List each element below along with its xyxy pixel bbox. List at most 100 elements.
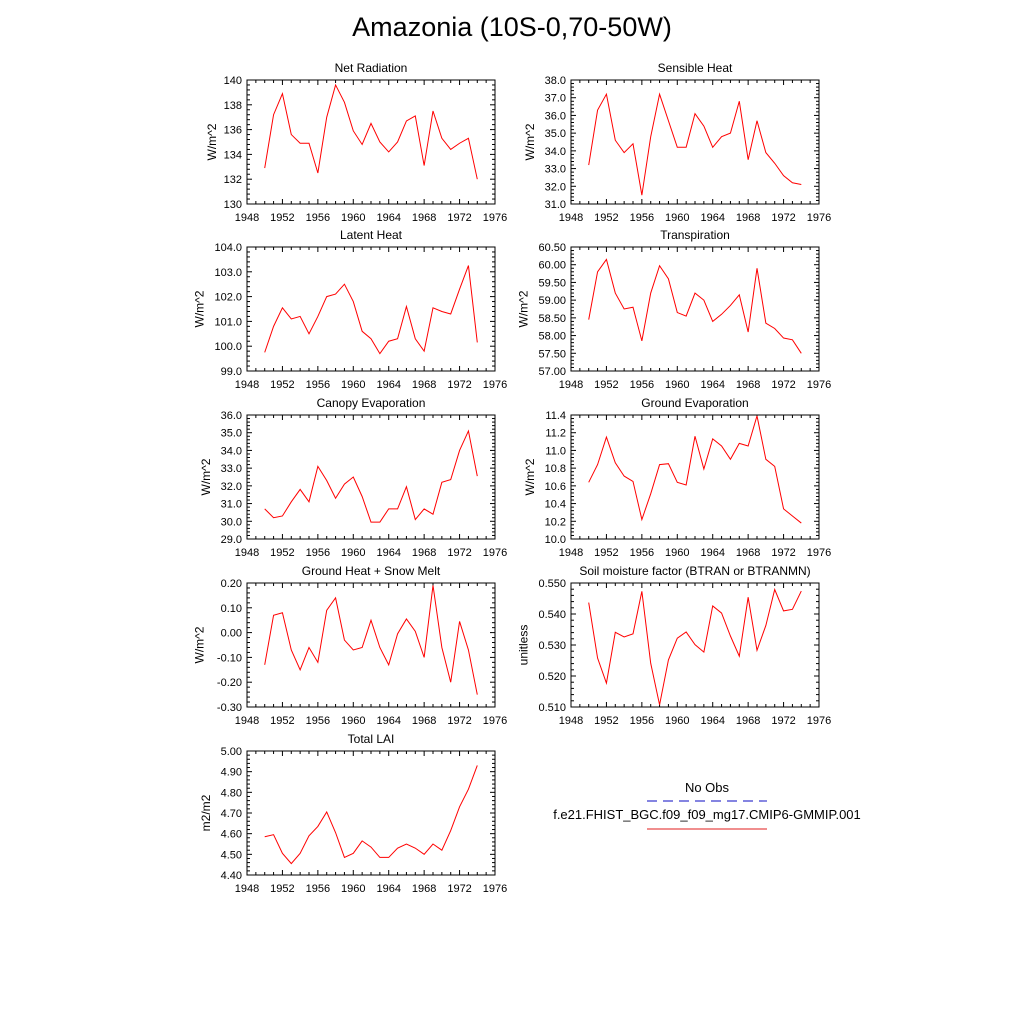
y-tick-label: 0.510 (538, 702, 566, 714)
legend-label-model-run: f.e21.FHIST_BGC.f09_f09_mg17.CMIP6-GMMIP… (553, 807, 861, 822)
x-tick-label: 1948 (559, 379, 583, 391)
y-tick-label: 58.00 (538, 331, 566, 343)
x-tick-label: 1968 (412, 212, 436, 224)
panel-latent-heat: Latent Heat 1948 1952 1956 1960 1964 1968 1972 1… (193, 228, 508, 391)
y-tick-label: 0.00 (221, 628, 242, 640)
panel-title: Sensible Heat (658, 61, 733, 75)
x-tick-label: 1964 (376, 379, 400, 391)
x-tick-label: 1948 (235, 212, 259, 224)
y-tick-label: 138 (224, 100, 242, 112)
y-tick-label: 59.50 (538, 277, 566, 289)
y-tick-label: 11.4 (545, 410, 566, 422)
x-tick-label: 1960 (665, 715, 689, 727)
x-tick-label: 1952 (594, 379, 618, 391)
x-tick-label: 1948 (235, 883, 259, 895)
x-tick-label: 1952 (594, 715, 618, 727)
y-tick-label: 134 (224, 149, 242, 161)
series-line (588, 587, 802, 705)
panel-title: Latent Heat (340, 228, 403, 242)
x-tick-label: 1976 (807, 547, 831, 559)
x-tick-label: 1956 (630, 715, 654, 727)
y-tick-label: 0.550 (538, 578, 566, 590)
y-tick-label: 140 (224, 75, 242, 87)
y-tick-label: 100.0 (214, 341, 242, 353)
x-tick-label: 1968 (736, 212, 760, 224)
x-tick-label: 1976 (807, 715, 831, 727)
x-tick-label: 1976 (483, 547, 507, 559)
panel-title: Ground Evaporation (641, 396, 748, 410)
plot-frame (246, 414, 496, 540)
x-tick-label: 1964 (376, 547, 400, 559)
y-tick-label: 33.0 (221, 463, 242, 475)
y-tick-label: 4.40 (221, 870, 242, 882)
panel-title: Net Radiation (335, 61, 408, 75)
y-tick-label: 11.0 (545, 445, 566, 457)
y-tick-label: 10.2 (545, 516, 566, 528)
y-axis-label: W/m^2 (205, 123, 219, 160)
panel-total-lai: Total LAI 1948 1952 1956 1960 1964 1968 1972 197… (199, 732, 507, 895)
x-tick-label: 1948 (559, 547, 583, 559)
y-tick-label: 5.00 (221, 746, 242, 758)
y-tick-label: 60.50 (538, 242, 566, 254)
x-tick-label: 1968 (412, 883, 436, 895)
x-tick-label: 1956 (306, 715, 330, 727)
x-tick-label: 1956 (630, 379, 654, 391)
y-axis-label: W/m^2 (199, 458, 213, 495)
x-tick-label: 1972 (447, 883, 471, 895)
x-tick-label: 1968 (736, 715, 760, 727)
y-axis-label: W/m^2 (523, 458, 537, 495)
x-tick-label: 1956 (630, 212, 654, 224)
series-line (264, 585, 478, 695)
panel-title: Soil moisture factor (BTRAN or BTRANMN) (579, 564, 810, 578)
y-tick-label: 130 (224, 199, 242, 211)
y-tick-label: -0.30 (217, 702, 242, 714)
x-tick-label: 1952 (270, 715, 294, 727)
x-tick-label: 1968 (736, 379, 760, 391)
y-tick-label: 0.540 (538, 609, 566, 621)
legend-label-no-obs: No Obs (685, 780, 730, 795)
x-tick-label: 1960 (341, 715, 365, 727)
x-tick-label: 1960 (341, 547, 365, 559)
panels-group: Net Radiation 1948 1952 1956 1960 1964 1968 197… (193, 61, 832, 895)
x-tick-label: 1952 (594, 547, 618, 559)
x-tick-label: 1964 (700, 379, 724, 391)
y-tick-label: 58.50 (538, 313, 566, 325)
panel-ground-evaporation: Ground Evaporation 1948 1952 1956 1960 1964 19… (523, 396, 831, 559)
plot-frame (570, 414, 820, 540)
x-tick-label: 1956 (306, 212, 330, 224)
panel-soil-moisture-factor-btran-or-btranmn: Soil moisture factor (BTRAN or BTRANMN) 1… (517, 564, 832, 727)
x-tick-label: 1968 (412, 715, 436, 727)
y-tick-label: 10.6 (545, 481, 566, 493)
x-tick-label: 1976 (483, 212, 507, 224)
x-tick-label: 1968 (412, 379, 436, 391)
x-tick-label: 1948 (235, 715, 259, 727)
plot-frame (246, 79, 496, 205)
x-tick-label: 1976 (483, 379, 507, 391)
y-tick-label: 37.0 (545, 93, 566, 105)
y-tick-label: 102.0 (214, 292, 242, 304)
y-tick-label: 32.0 (221, 481, 242, 493)
y-tick-label: 60.00 (538, 260, 566, 272)
series-line (264, 429, 478, 523)
x-tick-label: 1968 (412, 547, 436, 559)
x-tick-label: 1960 (341, 883, 365, 895)
panel-canopy-evaporation: Canopy Evaporation 1948 1952 1956 1960 1964 19… (199, 396, 507, 559)
y-tick-label: 10.0 (545, 534, 566, 546)
x-tick-label: 1972 (447, 212, 471, 224)
x-tick-label: 1952 (270, 212, 294, 224)
x-tick-label: 1972 (447, 379, 471, 391)
y-tick-label: 10.4 (545, 499, 566, 511)
y-tick-label: 33.0 (545, 164, 566, 176)
y-tick-label: 4.90 (221, 767, 242, 779)
panel-title: Ground Heat + Snow Melt (302, 564, 441, 578)
y-axis-label: W/m^2 (517, 290, 531, 327)
x-tick-label: 1960 (341, 212, 365, 224)
x-tick-label: 1964 (376, 715, 400, 727)
y-tick-label: 4.60 (221, 829, 242, 841)
y-axis-label: W/m^2 (523, 123, 537, 160)
x-tick-label: 1960 (341, 379, 365, 391)
panel-transpiration: Transpiration 1948 1952 1956 1960 1964 1968 197… (517, 228, 832, 391)
y-tick-label: 10.8 (545, 463, 566, 475)
series-line (588, 92, 802, 196)
x-tick-label: 1972 (447, 547, 471, 559)
